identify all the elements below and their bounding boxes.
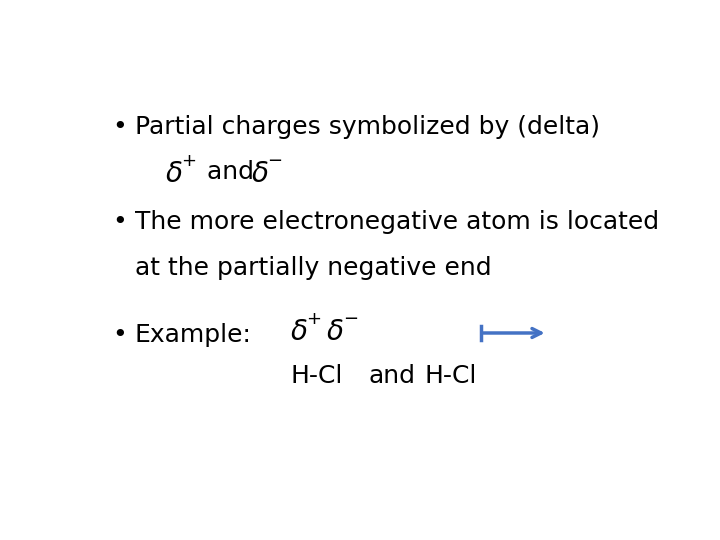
- Text: at the partially negative end: at the partially negative end: [135, 256, 491, 280]
- Text: −: −: [267, 152, 282, 170]
- Text: H-Cl: H-Cl: [291, 364, 343, 388]
- Text: δ: δ: [252, 160, 269, 188]
- Text: and: and: [369, 364, 416, 388]
- Text: and: and: [199, 160, 262, 185]
- Text: •: •: [112, 114, 127, 139]
- Text: H-Cl: H-Cl: [425, 364, 477, 388]
- Text: δ: δ: [327, 319, 344, 347]
- Text: δ: δ: [291, 319, 308, 347]
- Text: Example:: Example:: [135, 322, 251, 347]
- Text: δ: δ: [166, 160, 182, 188]
- Text: +: +: [181, 152, 196, 170]
- Text: Partial charges symbolized by (delta): Partial charges symbolized by (delta): [135, 114, 600, 139]
- Text: The more electronegative atom is located: The more electronegative atom is located: [135, 210, 659, 234]
- Text: •: •: [112, 322, 127, 347]
- Text: +: +: [307, 310, 322, 328]
- Text: •: •: [112, 210, 127, 234]
- Text: −: −: [343, 310, 358, 328]
